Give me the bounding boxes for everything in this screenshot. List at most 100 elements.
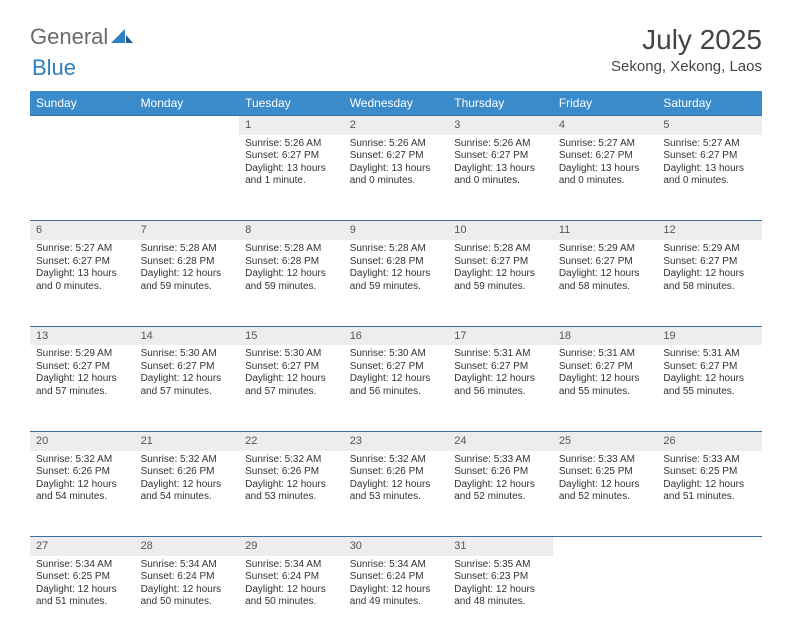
- sunset-text: Sunset: 6:25 PM: [559, 466, 652, 479]
- daylight-text-line1: Daylight: 12 hours: [245, 373, 338, 386]
- day-number-cell: 15: [239, 326, 344, 345]
- day-cell: Sunrise: 5:32 AMSunset: 6:26 PMDaylight:…: [239, 451, 344, 537]
- day-cell: Sunrise: 5:32 AMSunset: 6:26 PMDaylight:…: [135, 451, 240, 537]
- daylight-text-line1: Daylight: 12 hours: [663, 479, 756, 492]
- sunset-text: Sunset: 6:28 PM: [350, 256, 443, 269]
- sunset-text: Sunset: 6:27 PM: [559, 361, 652, 374]
- daylight-text-line2: and 0 minutes.: [559, 175, 652, 188]
- daylight-text-line1: Daylight: 12 hours: [141, 373, 234, 386]
- sunset-text: Sunset: 6:24 PM: [141, 571, 234, 584]
- sunset-text: Sunset: 6:26 PM: [454, 466, 547, 479]
- day-cell: Sunrise: 5:27 AMSunset: 6:27 PMDaylight:…: [657, 135, 762, 221]
- sunset-text: Sunset: 6:27 PM: [36, 361, 129, 374]
- daylight-text-line2: and 55 minutes.: [559, 386, 652, 399]
- sunset-text: Sunset: 6:26 PM: [36, 466, 129, 479]
- day-cell: [135, 135, 240, 221]
- day-number-cell: 18: [553, 326, 658, 345]
- sunset-text: Sunset: 6:26 PM: [245, 466, 338, 479]
- month-title: July 2025: [611, 24, 762, 56]
- day-number-cell: 19: [657, 326, 762, 345]
- sunrise-text: Sunrise: 5:32 AM: [245, 454, 338, 467]
- day-number-row: 12345: [30, 116, 762, 135]
- day-number-cell: 2: [344, 116, 449, 135]
- sunrise-text: Sunrise: 5:27 AM: [559, 138, 652, 151]
- sunrise-text: Sunrise: 5:31 AM: [454, 348, 547, 361]
- sunrise-text: Sunrise: 5:32 AM: [141, 454, 234, 467]
- day-number-row: 2728293031: [30, 537, 762, 556]
- daylight-text-line1: Daylight: 12 hours: [559, 373, 652, 386]
- daylight-text-line1: Daylight: 12 hours: [663, 268, 756, 281]
- daylight-text-line2: and 57 minutes.: [245, 386, 338, 399]
- daylight-text-line2: and 56 minutes.: [454, 386, 547, 399]
- day-cell: Sunrise: 5:30 AMSunset: 6:27 PMDaylight:…: [239, 345, 344, 431]
- daylight-text-line1: Daylight: 13 hours: [663, 163, 756, 176]
- daylight-text-line2: and 51 minutes.: [36, 596, 129, 609]
- day-number-cell: 27: [30, 537, 135, 556]
- sunrise-text: Sunrise: 5:32 AM: [350, 454, 443, 467]
- daylight-text-line2: and 1 minute.: [245, 175, 338, 188]
- daylight-text-line1: Daylight: 12 hours: [141, 268, 234, 281]
- day-cell: Sunrise: 5:33 AMSunset: 6:25 PMDaylight:…: [553, 451, 658, 537]
- sunrise-text: Sunrise: 5:28 AM: [245, 243, 338, 256]
- title-block: July 2025 Sekong, Xekong, Laos: [611, 24, 762, 75]
- sunrise-text: Sunrise: 5:30 AM: [141, 348, 234, 361]
- daylight-text-line2: and 59 minutes.: [141, 281, 234, 294]
- sunset-text: Sunset: 6:27 PM: [36, 256, 129, 269]
- location-text: Sekong, Xekong, Laos: [611, 58, 762, 75]
- day-cell: Sunrise: 5:26 AMSunset: 6:27 PMDaylight:…: [448, 135, 553, 221]
- daylight-text-line1: Daylight: 12 hours: [454, 268, 547, 281]
- sunset-text: Sunset: 6:24 PM: [350, 571, 443, 584]
- daylight-text-line2: and 59 minutes.: [245, 281, 338, 294]
- daylight-text-line2: and 52 minutes.: [559, 491, 652, 504]
- sunset-text: Sunset: 6:23 PM: [454, 571, 547, 584]
- day-number-cell: 3: [448, 116, 553, 135]
- day-number-cell: 21: [135, 431, 240, 450]
- day-cell: Sunrise: 5:29 AMSunset: 6:27 PMDaylight:…: [30, 345, 135, 431]
- daylight-text-line1: Daylight: 12 hours: [141, 584, 234, 597]
- daylight-text-line1: Daylight: 12 hours: [350, 479, 443, 492]
- day-body-row: Sunrise: 5:29 AMSunset: 6:27 PMDaylight:…: [30, 345, 762, 431]
- weekday-header: Friday: [553, 91, 658, 116]
- sunrise-text: Sunrise: 5:33 AM: [663, 454, 756, 467]
- day-cell: Sunrise: 5:28 AMSunset: 6:28 PMDaylight:…: [344, 240, 449, 326]
- day-number-cell: 29: [239, 537, 344, 556]
- day-cell: Sunrise: 5:30 AMSunset: 6:27 PMDaylight:…: [135, 345, 240, 431]
- sunset-text: Sunset: 6:27 PM: [559, 150, 652, 163]
- day-number-cell: 14: [135, 326, 240, 345]
- daylight-text-line2: and 59 minutes.: [350, 281, 443, 294]
- daylight-text-line2: and 53 minutes.: [245, 491, 338, 504]
- logo-text-blue: Blue: [32, 55, 76, 80]
- daylight-text-line2: and 57 minutes.: [36, 386, 129, 399]
- daylight-text-line2: and 0 minutes.: [663, 175, 756, 188]
- calendar-table: Sunday Monday Tuesday Wednesday Thursday…: [30, 91, 762, 642]
- sunset-text: Sunset: 6:27 PM: [141, 361, 234, 374]
- daylight-text-line2: and 0 minutes.: [454, 175, 547, 188]
- daylight-text-line1: Daylight: 13 hours: [454, 163, 547, 176]
- day-number-cell: 24: [448, 431, 553, 450]
- day-cell: Sunrise: 5:27 AMSunset: 6:27 PMDaylight:…: [30, 240, 135, 326]
- day-number-cell: 23: [344, 431, 449, 450]
- daylight-text-line1: Daylight: 12 hours: [350, 373, 443, 386]
- sunrise-text: Sunrise: 5:34 AM: [245, 559, 338, 572]
- day-number-cell: 26: [657, 431, 762, 450]
- daylight-text-line2: and 49 minutes.: [350, 596, 443, 609]
- sunrise-text: Sunrise: 5:35 AM: [454, 559, 547, 572]
- daylight-text-line2: and 53 minutes.: [350, 491, 443, 504]
- daylight-text-line1: Daylight: 12 hours: [245, 479, 338, 492]
- sunset-text: Sunset: 6:27 PM: [245, 361, 338, 374]
- daylight-text-line1: Daylight: 12 hours: [36, 373, 129, 386]
- sunrise-text: Sunrise: 5:33 AM: [559, 454, 652, 467]
- day-number-cell: 22: [239, 431, 344, 450]
- sunset-text: Sunset: 6:27 PM: [663, 361, 756, 374]
- sunset-text: Sunset: 6:26 PM: [141, 466, 234, 479]
- sunset-text: Sunset: 6:26 PM: [350, 466, 443, 479]
- daylight-text-line2: and 54 minutes.: [36, 491, 129, 504]
- day-cell: Sunrise: 5:35 AMSunset: 6:23 PMDaylight:…: [448, 556, 553, 642]
- day-number-cell: 7: [135, 221, 240, 240]
- day-number-cell: 6: [30, 221, 135, 240]
- daylight-text-line1: Daylight: 12 hours: [454, 584, 547, 597]
- sunrise-text: Sunrise: 5:34 AM: [350, 559, 443, 572]
- sunset-text: Sunset: 6:28 PM: [245, 256, 338, 269]
- day-cell: Sunrise: 5:31 AMSunset: 6:27 PMDaylight:…: [448, 345, 553, 431]
- daylight-text-line1: Daylight: 13 hours: [36, 268, 129, 281]
